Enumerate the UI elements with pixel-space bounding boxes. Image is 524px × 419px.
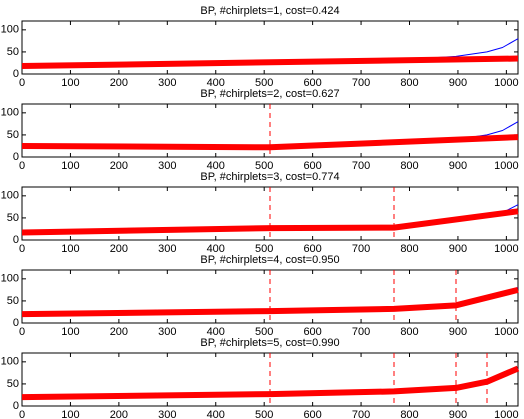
y-tick-label: 100 [1,24,19,36]
x-tick-label: 800 [400,160,418,172]
x-tick-label: 100 [61,77,79,89]
x-tick-label: 200 [110,326,128,338]
y-tick-label: 50 [7,129,19,141]
x-tick-label: 600 [303,77,321,89]
data-line [21,208,519,236]
y-tick-label: 50 [7,212,19,224]
y-tick-label: 100 [1,190,19,202]
x-tick-label: 700 [352,77,370,89]
x-tick-label: 700 [352,409,370,419]
x-tick-label: 600 [303,160,321,172]
x-tick-label: 0 [19,160,25,172]
x-tick-label: 800 [400,243,418,255]
y-tick-label: 0 [13,151,19,163]
axes-box [21,20,519,75]
data-line [21,286,519,318]
x-tick-label: 0 [19,326,25,338]
x-tick-label: 800 [400,77,418,89]
x-tick-label: 1000 [494,243,518,255]
x-tick-label: 100 [61,409,79,419]
x-tick-label: 300 [158,77,176,89]
x-tick-label: 500 [255,160,273,172]
subplot: BP, #chirplets=3, cost=0.774 0 100 200 300 40… [1,171,519,255]
x-tick-label: 400 [207,243,225,255]
x-tick-label: 500 [255,77,273,89]
subplot: BP, #chirplets=4, cost=0.950 0 100 200 300 40… [1,254,519,338]
x-tick-label: 0 [19,243,25,255]
x-tick-label: 600 [303,326,321,338]
x-tick-label: 1000 [494,77,518,89]
x-tick-label: 400 [207,77,225,89]
x-tick-label: 500 [255,409,273,419]
x-tick-label: 500 [255,326,273,338]
y-tick-label: 50 [7,295,19,307]
x-tick-label: 800 [400,326,418,338]
x-tick-label: 300 [158,326,176,338]
x-tick-label: 800 [400,409,418,419]
x-tick-label: 100 [61,243,79,255]
subplot: BP, #chirplets=5, cost=0.990 0 100 200 300 40… [1,337,520,419]
x-tick-label: 200 [110,409,128,419]
data-line [21,134,519,151]
x-tick-label: 0 [19,77,25,89]
x-tick-label: 300 [158,409,176,419]
x-tick-label: 600 [303,243,321,255]
chart-title: BP, #chirplets=2, cost=0.627 [200,88,339,100]
x-tick-label: 400 [207,409,225,419]
y-tick-label: 0 [13,317,19,329]
x-tick-label: 900 [449,160,467,172]
x-tick-label: 400 [207,160,225,172]
subplot: BP, #chirplets=1, cost=0.424 0 100 200 300 40… [1,5,519,89]
x-tick-label: 200 [110,243,128,255]
x-tick-label: 700 [352,326,370,338]
x-tick-label: 100 [61,326,79,338]
x-tick-label: 600 [303,409,321,419]
x-tick-label: 0 [19,409,25,419]
x-tick-label: 700 [352,243,370,255]
x-tick-label: 200 [110,160,128,172]
data-line [21,365,520,401]
chart-title: BP, #chirplets=5, cost=0.990 [200,337,339,349]
x-tick-label: 900 [449,326,467,338]
y-tick-label: 0 [13,400,19,412]
data-line [21,55,519,70]
x-tick-label: 900 [449,243,467,255]
x-tick-label: 700 [352,160,370,172]
y-tick-label: 100 [1,356,19,368]
chart-title: BP, #chirplets=1, cost=0.424 [200,5,339,17]
y-tick-label: 0 [13,68,19,80]
x-tick-label: 500 [255,243,273,255]
chart-title: BP, #chirplets=4, cost=0.950 [200,254,339,266]
y-tick-label: 50 [7,378,19,390]
y-tick-label: 0 [13,234,19,246]
chart-title: BP, #chirplets=3, cost=0.774 [200,171,339,183]
x-tick-label: 400 [207,326,225,338]
x-tick-label: 200 [110,77,128,89]
x-tick-label: 300 [158,160,176,172]
x-tick-label: 900 [449,409,467,419]
subplot: BP, #chirplets=2, cost=0.627 0 100 200 300 40… [1,88,519,172]
x-tick-label: 100 [61,160,79,172]
x-tick-label: 300 [158,243,176,255]
x-tick-label: 900 [449,77,467,89]
y-tick-label: 100 [1,273,19,285]
y-tick-label: 50 [7,46,19,58]
x-tick-label: 1000 [494,160,518,172]
x-tick-label: 1000 [494,409,518,419]
y-tick-label: 100 [1,107,19,119]
x-tick-label: 1000 [494,326,518,338]
